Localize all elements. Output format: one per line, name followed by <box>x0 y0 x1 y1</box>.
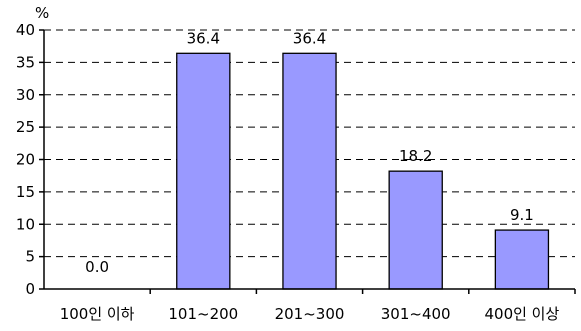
data-label: 36.4 <box>187 29 220 47</box>
y-tick-label: 30 <box>16 86 35 104</box>
data-label: 0.0 <box>85 258 109 276</box>
bar <box>388 170 443 290</box>
y-axis-unit-label: % <box>35 4 49 22</box>
x-category-label: 301~400 <box>381 305 451 323</box>
bar <box>282 52 337 290</box>
bars <box>176 52 550 290</box>
y-tick-label: 35 <box>16 53 35 71</box>
y-tick-label: 40 <box>16 21 35 39</box>
y-axis-ticks: 0 5 10 15 20 25 30 35 40 <box>16 21 44 298</box>
y-tick-label: 10 <box>16 215 35 233</box>
data-labels: 0.0 36.4 36.4 18.2 9.1 <box>85 29 534 276</box>
data-label: 18.2 <box>399 147 432 165</box>
bar <box>494 229 550 290</box>
y-tick-label: 0 <box>25 280 35 298</box>
x-category-label: 400인 이상 <box>484 305 559 323</box>
data-label: 9.1 <box>510 206 534 224</box>
x-axis-labels: 100인 이하 101~200 201~300 301~400 400인 이상 <box>60 305 560 323</box>
bar <box>176 52 231 290</box>
x-category-label: 100인 이하 <box>60 305 135 323</box>
y-tick-label: 5 <box>25 248 35 266</box>
y-tick-label: 20 <box>16 151 35 169</box>
y-tick-label: 25 <box>16 118 35 136</box>
y-tick-label: 15 <box>16 183 35 201</box>
data-label: 36.4 <box>293 29 326 47</box>
x-category-label: 201~300 <box>275 305 345 323</box>
x-category-label: 101~200 <box>168 305 238 323</box>
